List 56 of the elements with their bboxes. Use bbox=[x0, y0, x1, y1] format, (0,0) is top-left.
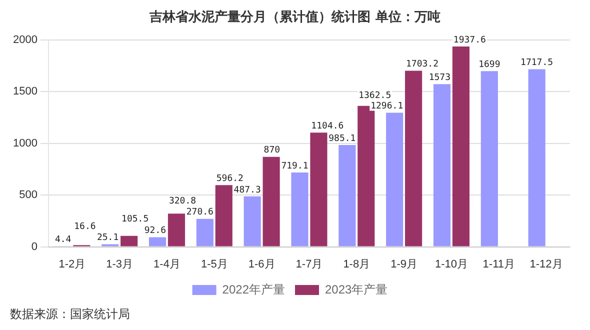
data-label: 985.1 bbox=[328, 134, 356, 144]
bar bbox=[338, 144, 356, 246]
bar bbox=[148, 237, 166, 246]
data-label: 487.3 bbox=[234, 185, 261, 196]
data-label: 1296.1 bbox=[370, 102, 404, 112]
data-label: 105.5 bbox=[122, 214, 149, 225]
x-tick-label: 1-2月 bbox=[58, 258, 86, 270]
data-label: 1937.6 bbox=[453, 35, 486, 46]
y-tick-label: 1500 bbox=[12, 86, 38, 98]
bar bbox=[168, 214, 186, 246]
data-label: 1717.5 bbox=[520, 58, 554, 68]
bar bbox=[452, 46, 470, 246]
data-label: 596.2 bbox=[216, 174, 244, 184]
data-label: 1703.2 bbox=[406, 60, 439, 70]
bar bbox=[528, 69, 546, 246]
data-label: 4.4 bbox=[54, 235, 72, 246]
data-label: 270.6 bbox=[186, 208, 214, 218]
bar bbox=[244, 196, 261, 246]
data-label: 1104.6 bbox=[311, 121, 344, 132]
bar bbox=[196, 218, 214, 246]
y-tick-label: 2000 bbox=[12, 34, 38, 46]
x-tick-label: 1-9月 bbox=[390, 258, 418, 270]
bar bbox=[405, 70, 422, 246]
data-label: 1573 bbox=[428, 72, 451, 83]
data-label: 92.6 bbox=[144, 226, 166, 236]
bar bbox=[262, 156, 280, 246]
x-tick-label: 1-4月 bbox=[154, 258, 180, 270]
x-tick-label: 1-12月 bbox=[530, 258, 563, 270]
bar bbox=[291, 172, 308, 246]
source-note: 数据来源：国家统计局 bbox=[10, 306, 130, 323]
data-label: 25.1 bbox=[96, 233, 119, 244]
data-label: 1362.5 bbox=[358, 90, 392, 101]
x-tick-label: 1-3月 bbox=[106, 258, 134, 270]
y-tick-label: 500 bbox=[19, 189, 38, 202]
bar bbox=[386, 112, 404, 246]
bar bbox=[215, 185, 232, 246]
bar bbox=[310, 132, 328, 246]
data-label: 870 bbox=[264, 146, 280, 156]
x-tick-label: 1-5月 bbox=[200, 258, 228, 270]
x-tick-label: 1-7月 bbox=[296, 258, 323, 270]
legend-label: 2022年产量 bbox=[222, 282, 286, 296]
x-tick-label: 1-8月 bbox=[343, 258, 370, 270]
bar bbox=[120, 236, 138, 246]
bar bbox=[480, 71, 498, 246]
data-label: 320.8 bbox=[168, 196, 196, 206]
chart-title: 吉林省水泥产量分月（累计值）统计图 单位：万吨 bbox=[148, 8, 442, 26]
y-tick-label: 0 bbox=[31, 240, 38, 253]
x-tick-label: 1-11月 bbox=[482, 258, 515, 270]
data-label: 16.6 bbox=[74, 222, 96, 232]
bar bbox=[433, 84, 451, 246]
x-tick-label: 1-10月 bbox=[434, 258, 468, 270]
y-tick-label: 1000 bbox=[12, 137, 38, 150]
data-label: 1699 bbox=[478, 60, 500, 70]
legend-label: 2023年产量 bbox=[325, 282, 388, 296]
x-tick-label: 1-6月 bbox=[248, 258, 276, 270]
data-label: 719.1 bbox=[281, 161, 308, 172]
